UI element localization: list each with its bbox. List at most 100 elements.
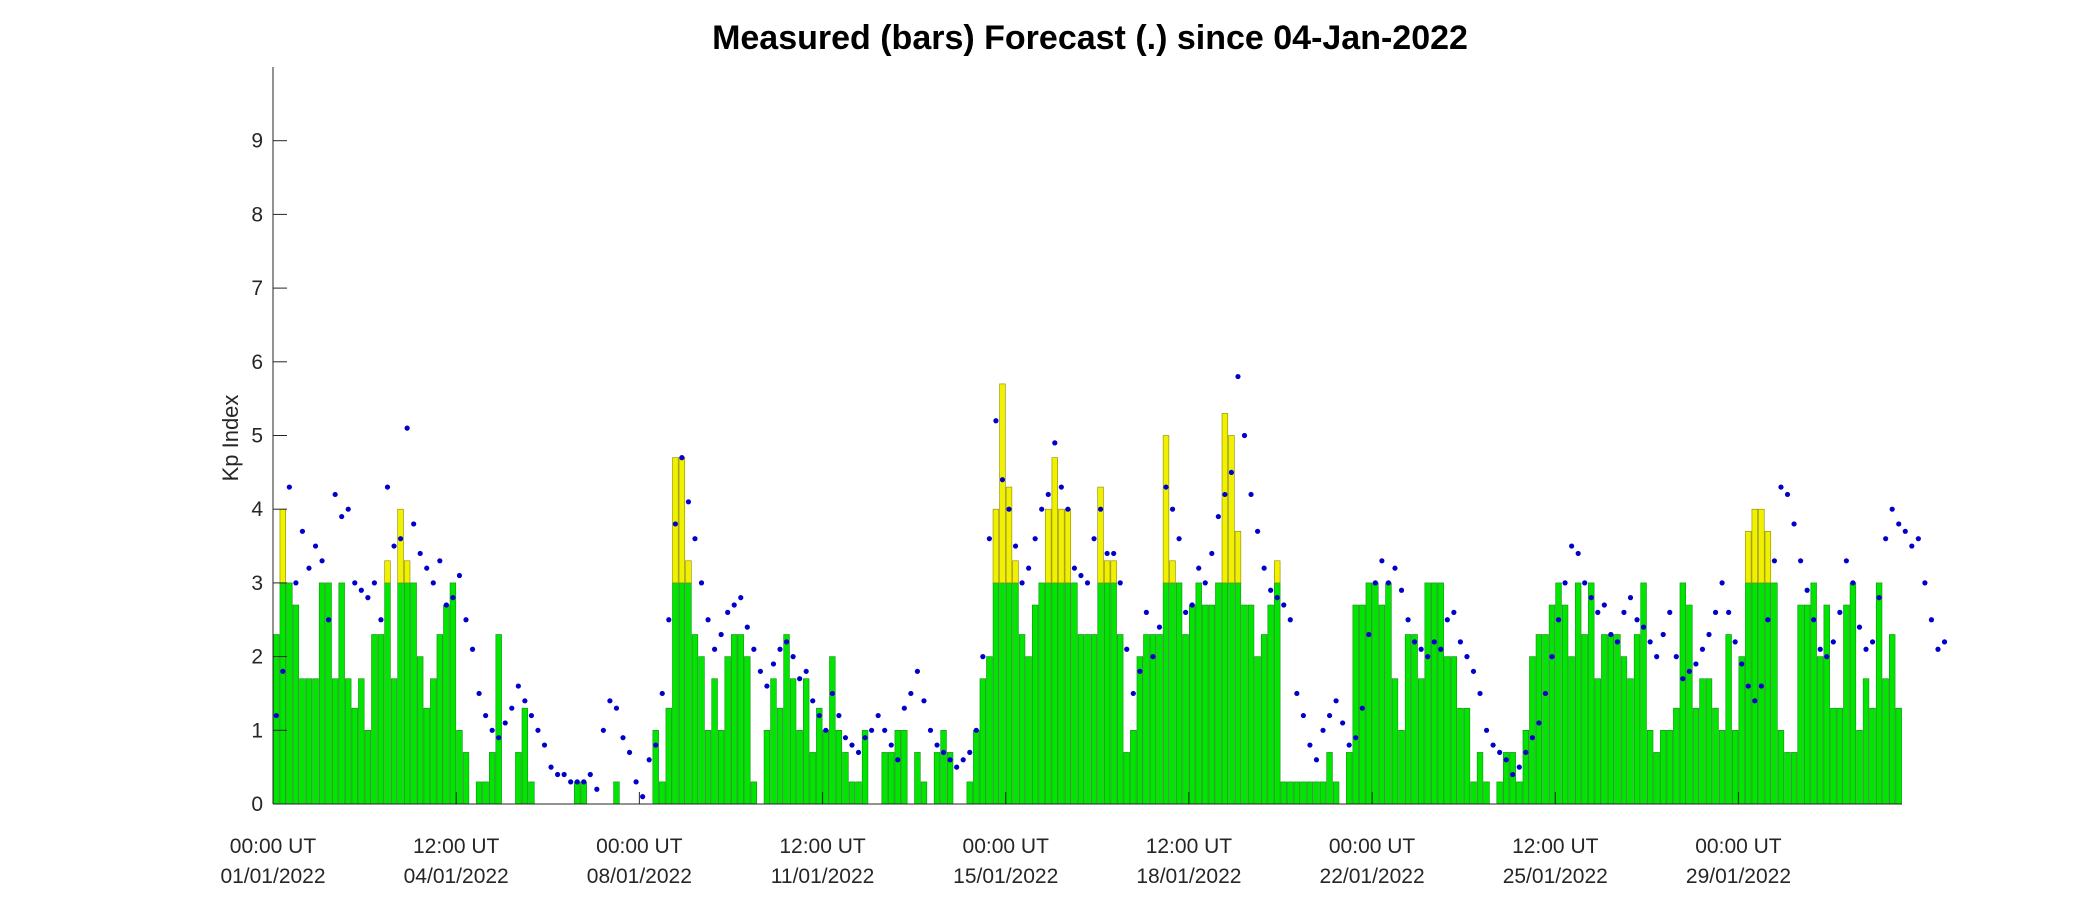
measured-bar <box>1797 604 1804 805</box>
forecast-point <box>1863 646 1869 652</box>
x-ticks: 00:00 UT 01/01/2022 12:00 UT 04/01/2022 00:0… <box>220 792 1791 888</box>
forecast-point <box>1084 580 1091 586</box>
measured-bar <box>462 752 470 805</box>
forecast-point <box>1274 595 1280 601</box>
measured-bar <box>410 582 417 805</box>
forecast-point <box>607 698 613 704</box>
forecast-point <box>1824 654 1830 660</box>
y-axis-label: Kp Index <box>218 395 243 482</box>
forecast-point <box>417 550 423 557</box>
measured-bar <box>888 752 895 805</box>
measured-bar-high <box>1045 508 1052 584</box>
forecast-point <box>1130 690 1136 697</box>
measured-bar <box>1718 729 1726 805</box>
forecast-point <box>836 712 842 719</box>
measured-bar-high <box>1058 508 1065 584</box>
measured-bar <box>796 729 803 805</box>
measured-bar <box>1692 707 1700 805</box>
forecast-point <box>1549 654 1555 660</box>
measured-bar <box>495 634 502 805</box>
measured-bar <box>351 707 358 805</box>
measured-bar <box>1234 582 1242 805</box>
forecast-point <box>1117 580 1123 586</box>
measured-bar <box>920 781 928 805</box>
measured-bar <box>1287 781 1294 805</box>
measured-bar <box>279 582 286 805</box>
measured-bar <box>292 604 300 805</box>
measured-bar-high <box>1169 560 1176 584</box>
forecast-point <box>1660 631 1666 638</box>
forecast-point <box>1601 602 1607 608</box>
forecast-point <box>1837 609 1843 615</box>
forecast-point <box>1758 683 1764 689</box>
measured-bar-high <box>1758 508 1765 584</box>
measured-bar <box>1260 634 1268 805</box>
forecast-point <box>515 683 521 689</box>
measured-bar-high <box>1764 531 1772 584</box>
forecast-point <box>1333 698 1339 704</box>
forecast-point <box>1634 617 1640 623</box>
forecast-point <box>1169 506 1176 512</box>
forecast-point <box>1542 690 1549 697</box>
measured-bar <box>1895 707 1902 805</box>
forecast-point <box>1614 639 1621 645</box>
measured-bar <box>1849 582 1857 805</box>
measured-bar <box>659 781 666 805</box>
measured-bar <box>1365 582 1372 805</box>
measured-bar <box>449 582 457 805</box>
forecast-point <box>1667 609 1673 615</box>
forecast-point <box>489 727 495 733</box>
forecast-point <box>751 646 757 652</box>
forecast-point <box>293 580 299 586</box>
measured-bar-high <box>672 457 679 584</box>
forecast-point <box>1359 705 1365 711</box>
measured-bar <box>1535 634 1543 805</box>
measured-bar <box>1346 752 1353 805</box>
measured-bar <box>763 729 771 805</box>
forecast-point <box>1398 587 1405 593</box>
forecast-point <box>1248 491 1254 498</box>
measured-bar <box>286 582 293 805</box>
forecast-point <box>1569 543 1575 549</box>
forecast-point <box>1719 580 1725 586</box>
measured-bar <box>1313 781 1320 805</box>
measured-bar <box>1149 634 1157 805</box>
measured-bar <box>672 582 679 805</box>
measured-bar <box>521 707 529 805</box>
forecast-point <box>522 698 528 704</box>
measured-bar-high <box>1751 508 1758 584</box>
measured-bar-high <box>685 560 692 584</box>
forecast-point <box>345 506 351 512</box>
measured-bar <box>1745 582 1752 805</box>
measured-bar <box>1038 582 1045 805</box>
measured-bar <box>842 752 849 805</box>
measured-bar <box>1875 582 1883 805</box>
forecast-point <box>1163 484 1169 490</box>
forecast-point <box>653 742 659 748</box>
measured-bar <box>318 582 326 805</box>
forecast-point <box>633 779 639 785</box>
measured-bar <box>1169 582 1176 805</box>
measured-bar <box>1398 729 1405 805</box>
measured-bar <box>1071 582 1078 805</box>
forecast-point <box>640 794 646 800</box>
measured-bar <box>1058 582 1065 805</box>
measured-bar <box>1836 707 1844 805</box>
measured-bar <box>403 582 411 805</box>
measured-bar <box>1444 656 1451 805</box>
forecast-point <box>378 617 384 623</box>
forecast-point <box>810 698 816 704</box>
measured-bar <box>1522 729 1529 805</box>
measured-bar <box>1646 729 1654 805</box>
forecast-point <box>306 565 312 571</box>
measured-bar <box>1156 634 1163 805</box>
measured-bar <box>809 752 816 805</box>
forecast-point <box>535 727 541 733</box>
measured-bar <box>1699 678 1706 805</box>
forecast-point <box>954 764 960 770</box>
forecast-point <box>326 617 332 623</box>
forecast-point <box>1418 646 1424 652</box>
forecast-point <box>672 521 678 527</box>
measured-bar <box>1607 634 1615 805</box>
forecast-point <box>1287 617 1293 623</box>
